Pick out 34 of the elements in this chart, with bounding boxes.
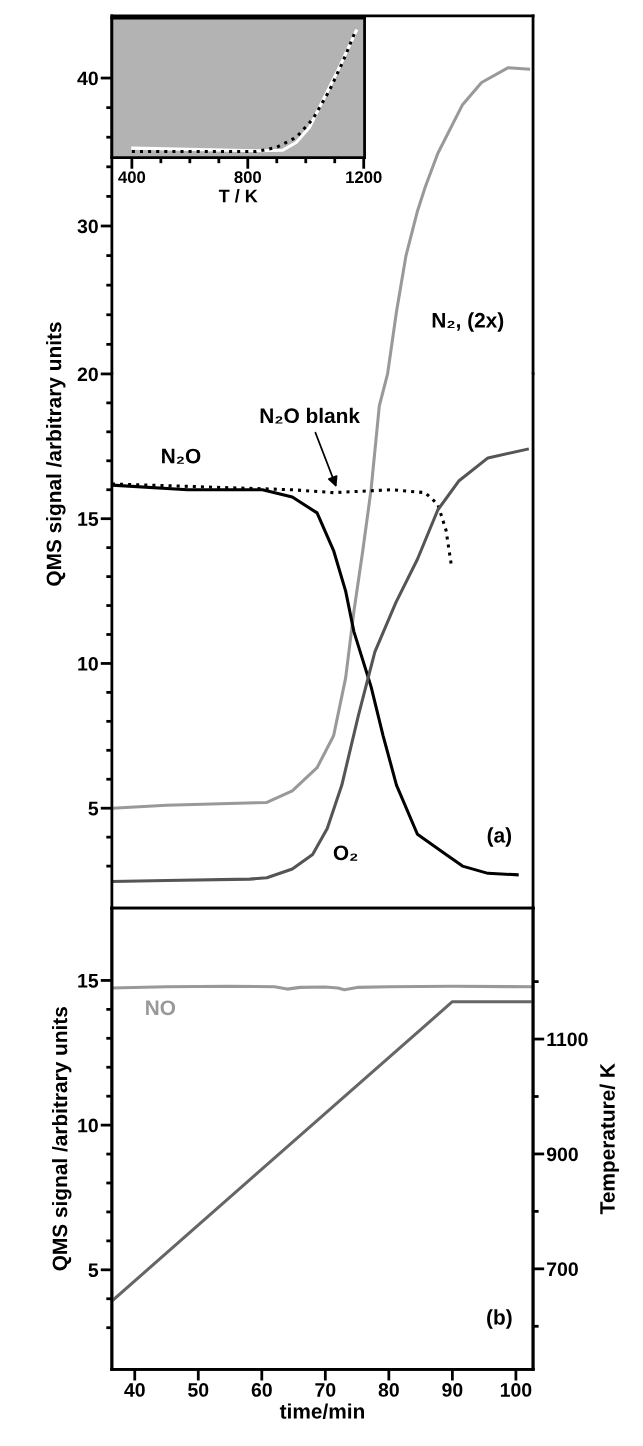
x-tick-label: 1200 — [346, 171, 382, 184]
y2-tick-label: 900 — [546, 1147, 578, 1162]
y-tick-label: 40 — [77, 71, 98, 86]
y-tick-label: 10 — [78, 1118, 98, 1133]
y2-tick-label: 1100 — [547, 1032, 588, 1047]
x-tick-label: 800 — [234, 171, 262, 184]
y-tick-label: 5 — [88, 801, 99, 816]
y-tick-label: 15 — [78, 512, 99, 526]
y-tick-label: 20 — [77, 367, 98, 382]
y-axis-title: QMS signal /arbitrary units — [46, 322, 66, 586]
series-label: O₂ — [333, 845, 358, 861]
x-axis-title: time/min — [279, 1403, 365, 1419]
x-tick-label: 50 — [188, 1383, 209, 1397]
y-tick-label: 5 — [88, 1263, 99, 1278]
x-tick-label: 80 — [378, 1383, 399, 1397]
x-tick-label: 400 — [118, 171, 146, 184]
y-tick-label: 15 — [78, 974, 99, 988]
y2-tick-label: 700 — [547, 1262, 578, 1277]
x-axis-title: T / K — [218, 189, 258, 203]
y2-axis-title: Temperature/ K — [599, 1063, 619, 1215]
x-tick-label: 100 — [500, 1383, 532, 1397]
y-tick-label: 30 — [77, 219, 98, 234]
y-tick-label: 10 — [78, 656, 98, 671]
x-tick-label: 40 — [124, 1383, 145, 1397]
series-label: N₂O — [162, 448, 201, 464]
series-label: NO — [146, 1000, 176, 1016]
x-tick-label: 90 — [442, 1383, 463, 1397]
x-tick-label: 70 — [315, 1383, 336, 1397]
y-axis-title: QMS signal /arbitrary units — [51, 1007, 72, 1271]
x-tick-label: 60 — [251, 1383, 272, 1397]
annotation: (b) — [487, 1309, 512, 1329]
annotation: N₂O blank — [260, 407, 360, 424]
series-label: N₂, (2x) — [432, 312, 504, 332]
annotation: (a) — [487, 827, 512, 847]
